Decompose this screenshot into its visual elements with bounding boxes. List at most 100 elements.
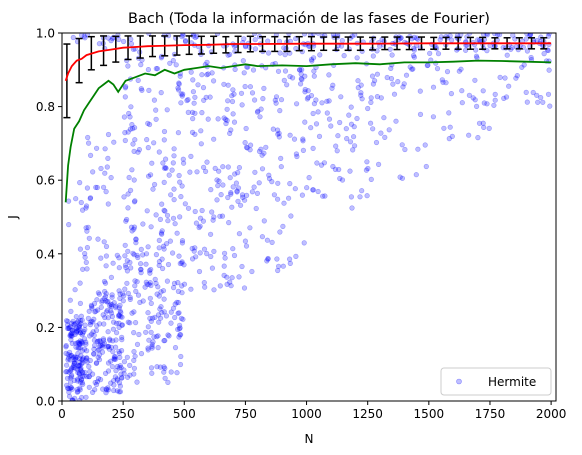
scatter-point [222, 255, 228, 261]
scatter-point [178, 353, 184, 360]
scatter-point [502, 75, 508, 81]
scatter-point [108, 304, 114, 310]
scatter-point [153, 107, 159, 113]
scatter-point [135, 292, 142, 298]
scatter-point [79, 360, 86, 366]
scatter-point [273, 100, 279, 106]
scatter-point [116, 36, 122, 43]
scatter-point [100, 337, 107, 343]
scatter-point [176, 87, 182, 93]
scatter-point [126, 110, 132, 117]
scatter-point [75, 345, 81, 351]
scatter-point [117, 383, 123, 389]
scatter-point [208, 253, 214, 260]
scatter-point [102, 170, 108, 176]
scatter-point [231, 91, 237, 97]
scatter-point [338, 94, 344, 100]
scatter-point [163, 165, 169, 171]
scatter-point [67, 333, 73, 339]
scatter-point [145, 66, 151, 73]
scatter-point [162, 365, 168, 372]
scatter-point [150, 186, 156, 192]
scatter-point [369, 73, 376, 79]
scatter-point [182, 38, 189, 45]
scatter-point [287, 181, 293, 187]
scatter-point [228, 191, 234, 197]
scatter-point [68, 308, 74, 315]
scatter-point [201, 246, 208, 252]
scatter-point [105, 360, 112, 366]
scatter-point [178, 194, 184, 200]
scatter-point [435, 51, 442, 57]
scatter-point [92, 309, 98, 315]
scatter-point [174, 299, 180, 305]
scatter-point [77, 379, 83, 385]
scatter-point [129, 167, 135, 173]
scatter-point [284, 82, 290, 88]
scatter-point [103, 263, 109, 269]
scatter-point [266, 50, 272, 56]
scatter-point [110, 378, 117, 384]
x-tick-label: 750 [234, 407, 257, 421]
scatter-point [378, 130, 384, 136]
scatter-point [125, 129, 131, 135]
scatter-point [171, 153, 177, 159]
scatter-point [63, 362, 70, 368]
axes: 0 250 500 750 1000 1250 1500 1750 2000 0.0 0.2 0.4 0… [36, 27, 566, 422]
scatter-point [535, 99, 541, 105]
scatter-point [176, 334, 182, 340]
scatter-point [94, 379, 101, 385]
scatter-point [125, 319, 131, 325]
scatter-point [271, 192, 278, 198]
scatter-point [209, 265, 215, 271]
scatter-point [370, 53, 376, 59]
scatter-point [149, 370, 155, 376]
scatter-point [242, 140, 248, 146]
scatter-point [117, 389, 123, 395]
scatter-point [276, 130, 282, 136]
scatter-point [105, 131, 112, 138]
plot-content [63, 33, 553, 401]
scatter-point [254, 190, 260, 196]
scatter-point [103, 390, 109, 396]
scatter-point [76, 363, 82, 369]
scatter-point [135, 254, 141, 261]
scatter-point [225, 194, 231, 201]
scatter-point [203, 168, 209, 174]
scatter-point [265, 256, 271, 262]
scatter-point [417, 111, 424, 117]
scatter-point [118, 314, 124, 320]
scatter-point [87, 195, 94, 201]
scatter-point [160, 160, 166, 166]
scatter-point [129, 121, 135, 128]
scatter-point [127, 259, 133, 266]
scatter-point [448, 90, 455, 97]
scatter-point [513, 75, 519, 81]
scatter-point [76, 317, 82, 323]
scatter-point [346, 112, 352, 118]
scatter-point [266, 172, 272, 178]
scatter-point [204, 159, 210, 165]
scatter-point [430, 114, 437, 120]
scatter-point [234, 188, 240, 194]
scatter-point [85, 140, 92, 146]
scatter-point [201, 97, 207, 103]
scatter-point [399, 142, 405, 148]
scatter-point [76, 324, 82, 330]
scatter-point [370, 81, 377, 87]
scatter-point [131, 224, 138, 230]
scatter-point [501, 95, 507, 101]
scatter-point [170, 215, 177, 221]
scatter-point [449, 37, 455, 43]
scatter-point [301, 33, 308, 37]
scatter-point [444, 68, 451, 75]
scatter-point [239, 192, 246, 198]
scatter-point [68, 384, 74, 391]
scatter-point [72, 360, 78, 366]
scatter-point [162, 375, 168, 381]
scatter-point [84, 266, 90, 272]
scatter-point [181, 281, 188, 287]
y-axis-label: J [6, 215, 20, 220]
scatter-point [241, 285, 248, 291]
scatter-point [128, 265, 134, 271]
